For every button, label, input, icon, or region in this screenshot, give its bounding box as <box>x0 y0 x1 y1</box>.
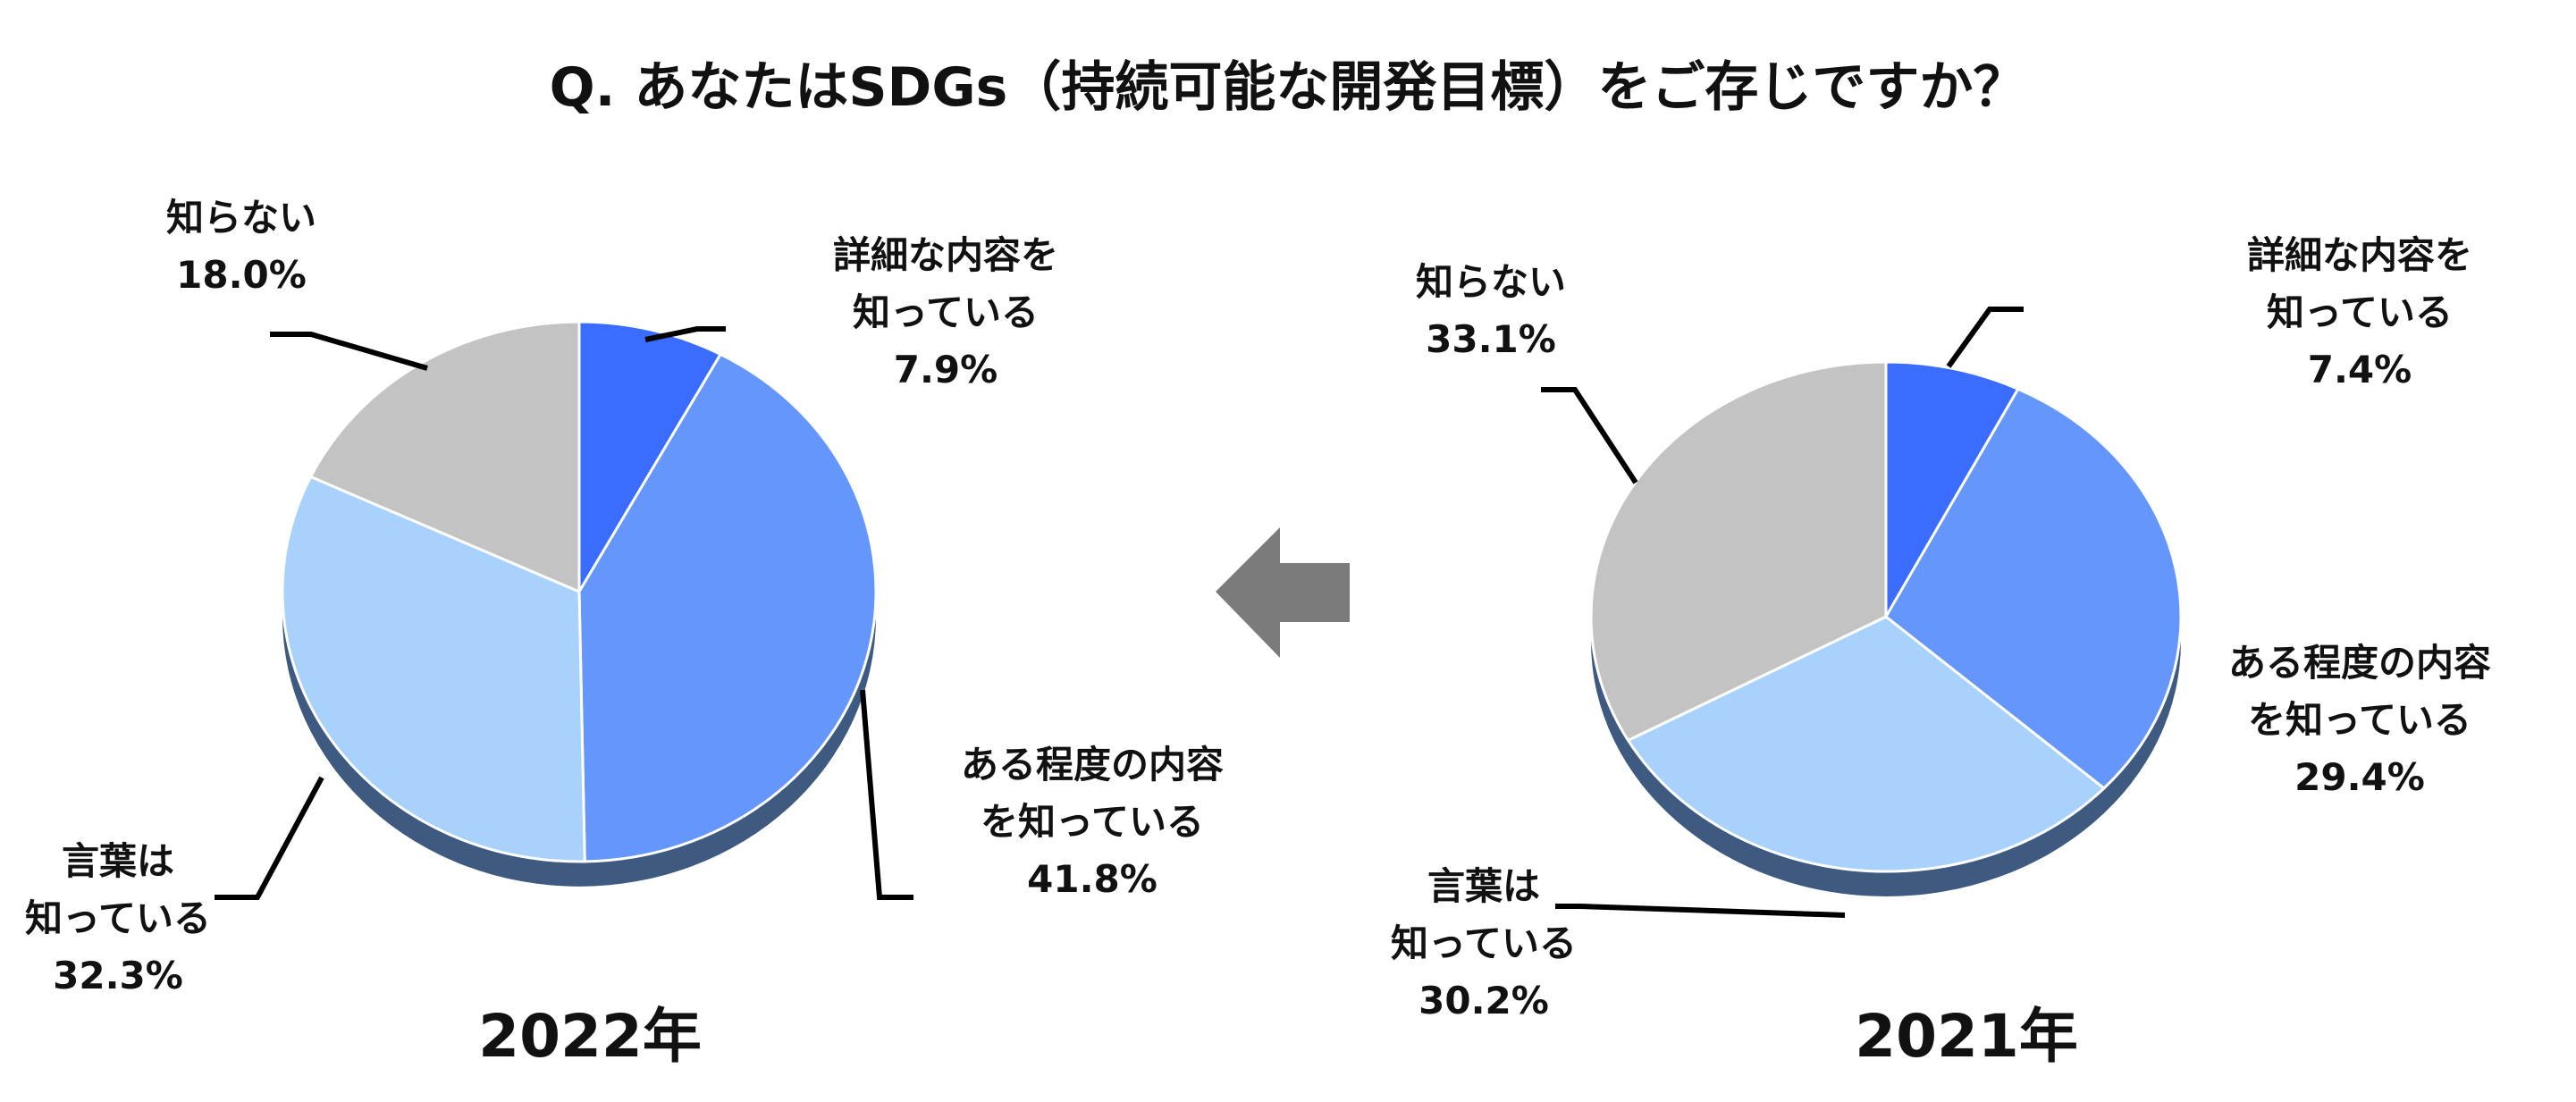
leader-line <box>215 776 324 900</box>
slice-label: 詳細な内容を知っている 7.9% <box>833 233 1058 391</box>
chart-title: Q. あなたはSDGs（持続可能な開発目標）をご存じですか？ <box>550 56 2027 119</box>
leader-line <box>644 326 726 342</box>
leader-line <box>270 332 428 371</box>
year-label: 2022年 <box>478 1002 702 1071</box>
pie-slice <box>1884 387 2183 790</box>
pie-slice <box>1589 360 1888 743</box>
arrow-layer <box>1216 527 1350 658</box>
slice-label: ある程度の内容を知っている 29.4% <box>2228 641 2491 799</box>
pie-chart-2021: 詳細な内容を知っている 7.4% ある程度の内容を知っている 29.4% 言葉は知ってい… <box>1391 233 2491 1071</box>
slice-label: 知らない 33.1% <box>1416 260 1566 361</box>
slice-label: 詳細な内容を知っている 7.4% <box>2247 233 2472 391</box>
leader-line <box>1541 387 1638 484</box>
left-arrow-icon <box>1216 527 1350 658</box>
pie-slice <box>1884 360 2020 622</box>
leader-line <box>1946 307 2024 368</box>
pie-slice <box>1626 615 2107 873</box>
pie-slice <box>281 475 586 863</box>
slice-label: ある程度の内容を知っている 41.8% <box>961 743 1224 901</box>
pie-chart-2022: 詳細な内容を知っている 7.9% ある程度の内容を知っている 41.8% 言葉は知ってい… <box>25 196 1224 1071</box>
slice-label: 知らない 18.0% <box>166 196 316 297</box>
leader-line <box>860 689 913 900</box>
leader-line <box>1555 904 1846 918</box>
year-label: 2021年 <box>1855 1002 2078 1071</box>
pie-slice <box>577 320 723 597</box>
slice-label: 言葉は知っている 30.2% <box>1391 864 1577 1022</box>
pie-slice <box>577 352 878 863</box>
slice-label: 言葉は知っている 32.3% <box>25 839 211 997</box>
